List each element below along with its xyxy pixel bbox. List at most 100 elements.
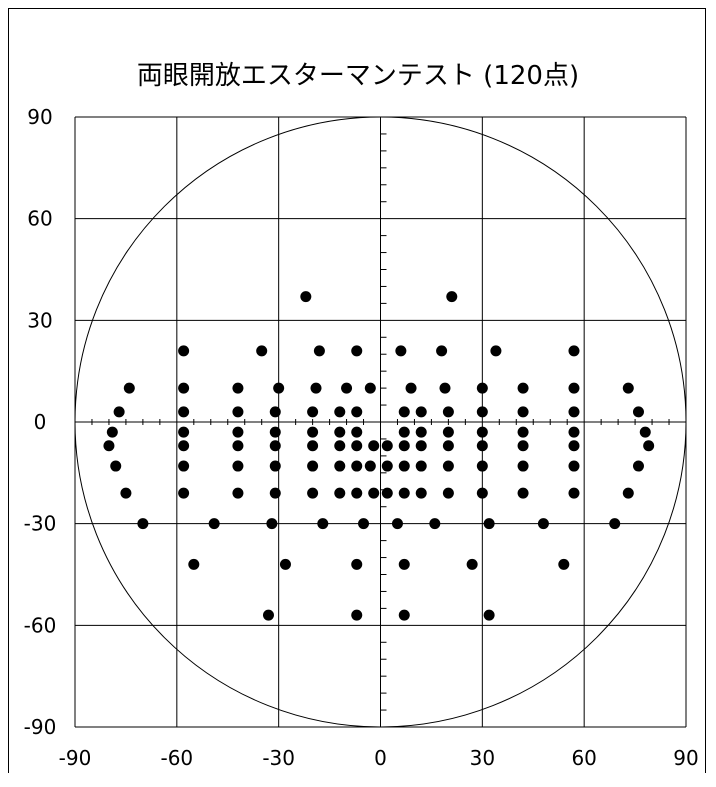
data-point — [178, 460, 190, 472]
data-point — [313, 345, 325, 357]
data-point — [391, 518, 403, 530]
data-point — [232, 487, 244, 499]
data-point — [405, 382, 417, 394]
data-point — [103, 440, 115, 452]
data-point — [341, 382, 353, 394]
data-point — [351, 460, 363, 472]
x-tick-label: 0 — [374, 746, 387, 770]
data-point — [351, 609, 363, 621]
data-point — [415, 426, 427, 438]
data-point — [415, 406, 427, 418]
y-tick-label: 0 — [34, 410, 47, 434]
x-tick-label: 90 — [673, 746, 698, 770]
data-point — [415, 440, 427, 452]
x-tick-label: 60 — [571, 746, 596, 770]
data-point — [517, 382, 529, 394]
data-point — [269, 406, 281, 418]
data-point — [439, 382, 451, 394]
data-point — [415, 460, 427, 472]
data-point — [429, 518, 441, 530]
data-point — [442, 426, 454, 438]
y-tick-label: 90 — [27, 105, 52, 129]
data-point — [568, 440, 580, 452]
axis-ticks — [91, 133, 670, 711]
tick-labels: -90 -60 -30 0 30 60 90 90 60 30 0 -30 -60 -90 — [24, 105, 699, 770]
data-point — [476, 440, 488, 452]
data-point — [381, 440, 393, 452]
data-point — [446, 291, 458, 303]
data-point — [517, 406, 529, 418]
data-point — [178, 406, 190, 418]
data-point — [232, 382, 244, 394]
data-point — [334, 406, 346, 418]
data-point — [398, 487, 410, 499]
data-point — [476, 460, 488, 472]
data-point — [351, 426, 363, 438]
data-point — [120, 487, 132, 499]
data-point — [358, 518, 370, 530]
y-tick-label: -90 — [24, 715, 57, 739]
data-point — [351, 406, 363, 418]
x-tick-label: -90 — [59, 746, 92, 770]
data-point — [232, 426, 244, 438]
data-point — [517, 426, 529, 438]
data-point — [483, 609, 495, 621]
data-point — [178, 440, 190, 452]
data-point — [351, 558, 363, 570]
data-point — [269, 440, 281, 452]
x-tick-label: -60 — [160, 746, 193, 770]
data-point — [178, 426, 190, 438]
data-point — [351, 487, 363, 499]
data-point — [334, 460, 346, 472]
data-point — [632, 406, 644, 418]
data-point — [178, 487, 190, 499]
x-tick-label: 30 — [470, 746, 495, 770]
data-point — [307, 460, 319, 472]
data-point — [368, 440, 380, 452]
data-point — [398, 426, 410, 438]
data-point — [476, 487, 488, 499]
data-point — [307, 406, 319, 418]
data-point — [178, 345, 190, 357]
data-point — [178, 382, 190, 394]
data-point — [310, 382, 322, 394]
data-point — [436, 345, 448, 357]
reference-circle — [74, 116, 687, 728]
data-point — [442, 440, 454, 452]
data-point — [269, 426, 281, 438]
data-point — [232, 460, 244, 472]
data-point — [106, 426, 118, 438]
data-point — [490, 345, 502, 357]
data-point — [137, 518, 149, 530]
data-point — [368, 487, 380, 499]
data-point — [123, 382, 135, 394]
data-point — [113, 406, 125, 418]
data-point — [398, 460, 410, 472]
data-point — [415, 487, 427, 499]
data-point — [517, 440, 529, 452]
data-point — [517, 487, 529, 499]
data-point — [568, 426, 580, 438]
data-point — [232, 406, 244, 418]
data-point — [609, 518, 621, 530]
data-point — [364, 460, 376, 472]
data-point — [266, 518, 278, 530]
y-tick-label: 30 — [27, 308, 52, 332]
data-point — [395, 345, 407, 357]
data-point — [558, 558, 570, 570]
data-point — [568, 487, 580, 499]
data-point — [256, 345, 268, 357]
data-point — [568, 382, 580, 394]
data-point — [208, 518, 220, 530]
data-point — [643, 440, 655, 452]
data-point — [334, 487, 346, 499]
data-point — [317, 518, 329, 530]
data-point — [269, 460, 281, 472]
data-point — [188, 558, 200, 570]
data-point — [307, 426, 319, 438]
data-point — [476, 426, 488, 438]
data-point — [622, 487, 634, 499]
data-point — [334, 426, 346, 438]
y-tick-label: -30 — [24, 512, 57, 536]
